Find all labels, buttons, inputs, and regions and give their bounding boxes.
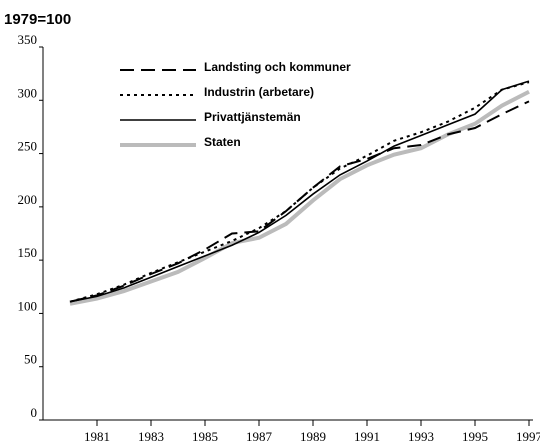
y-tick-label: 250	[18, 139, 38, 154]
chart-title: 1979=100	[4, 11, 71, 28]
series-line	[69, 81, 530, 303]
y-tick-label: 350	[18, 32, 38, 47]
x-tick-label: 1985	[192, 429, 218, 444]
legend-label: Landsting och kommuner	[204, 60, 351, 74]
y-tick-label: 0	[31, 405, 38, 420]
x-tick-label: 1993	[408, 429, 434, 444]
series-line	[69, 80, 530, 303]
y-tick-label: 50	[24, 352, 37, 367]
x-tick-label: 1983	[138, 429, 164, 444]
x-tick-label: 1989	[300, 429, 326, 444]
legend-label: Staten	[204, 135, 241, 149]
x-tick-label: 1981	[84, 429, 110, 444]
y-tick-label: 200	[18, 192, 38, 207]
legend-label: Industrin (arbetare)	[204, 85, 314, 99]
x-tick-label: 1995	[462, 429, 488, 444]
x-tick-label: 1997	[516, 429, 540, 444]
y-tick-label: 150	[18, 245, 38, 260]
x-tick-label: 1987	[246, 429, 273, 444]
x-tick-label: 1991	[354, 429, 380, 444]
y-tick-label: 300	[18, 85, 38, 100]
series-line	[69, 100, 530, 303]
y-tick-label: 100	[18, 298, 38, 313]
legend-label: Privattjänstemän	[204, 110, 301, 124]
